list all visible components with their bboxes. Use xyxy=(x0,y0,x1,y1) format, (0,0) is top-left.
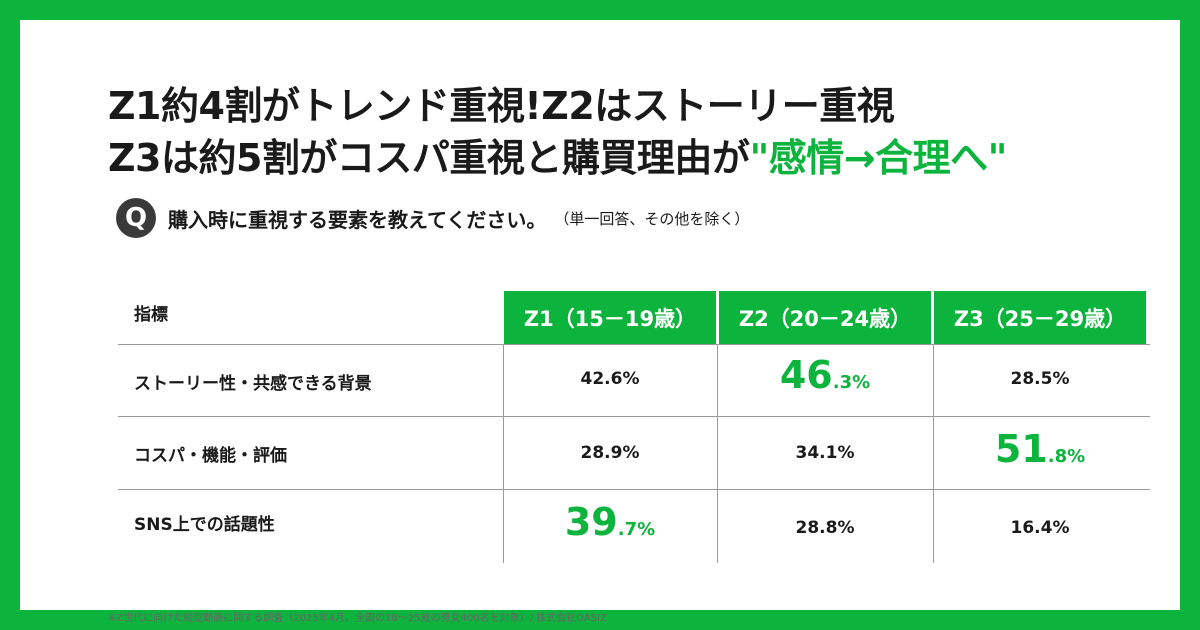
highlight-integer: 46 xyxy=(779,353,833,397)
highlight-integer: 39 xyxy=(564,500,618,544)
column-header-z2: Z2（20－24歳） xyxy=(719,291,931,345)
column-divider xyxy=(933,344,934,563)
row-label: SNS上での話題性 xyxy=(134,515,275,535)
table-row: ストーリー性・共感できる背景 42.6% 46.3% 28.5% xyxy=(118,344,1150,417)
highlight-integer: 51 xyxy=(994,427,1048,471)
table-row: コスパ・機能・評価 28.9% 34.1% 51.8% xyxy=(118,416,1150,490)
headline-line-2: Z3は約5割がコスパ重視と購買理由が"感情→合理へ" xyxy=(108,132,1007,184)
table-row: SNS上での話題性 39.7% 28.8% 16.4% xyxy=(118,489,1150,564)
cell-value-highlight: 39.7% xyxy=(504,500,716,544)
row-label: ストーリー性・共感できる背景 xyxy=(134,374,372,394)
cell-value: 42.6% xyxy=(580,369,640,389)
cell-value: 16.4% xyxy=(1010,518,1070,538)
q-badge-icon: Q xyxy=(116,198,156,238)
column-header-z3: Z3（25－29歳） xyxy=(934,291,1146,345)
row-label: コスパ・機能・評価 xyxy=(134,446,287,466)
headline-accent: "感情→合理へ" xyxy=(749,136,1007,180)
footnote: ※Z世代に向けた縦型動画に関する調査（2025年4月、全国の18～25歳の男女4… xyxy=(108,613,607,624)
cell-value: 34.1% xyxy=(795,443,855,463)
row-header-label: 指標 xyxy=(134,305,168,325)
cell-value: 28.9% xyxy=(580,443,640,463)
column-header-z1: Z1（15－19歳） xyxy=(504,291,716,345)
column-divider xyxy=(503,344,504,563)
highlight-fraction: .8% xyxy=(1047,446,1086,467)
cell-value: 28.8% xyxy=(795,518,855,538)
highlight-fraction: .3% xyxy=(832,372,871,393)
table-header-row: 指標 Z1（15－19歳） Z2（20－24歳） Z3（25－29歳） xyxy=(118,270,1150,345)
column-divider xyxy=(717,344,718,563)
question-note: （単一回答、その他を除く） xyxy=(554,209,750,228)
cell-value-highlight: 51.8% xyxy=(934,427,1146,471)
headline: Z1約4割がトレンド重視!Z2はストーリー重視 Z3は約5割がコスパ重視と購買理… xyxy=(108,80,1007,184)
cell-value-highlight: 46.3% xyxy=(719,353,931,397)
headline-line-1: Z1約4割がトレンド重視!Z2はストーリー重視 xyxy=(108,84,895,128)
cell-value: 28.5% xyxy=(1010,369,1070,389)
question-text: 購入時に重視する要素を教えてください。 xyxy=(168,207,547,232)
headline-line-2-text: Z3は約5割がコスパ重視と購買理由が xyxy=(108,136,750,180)
highlight-fraction: .7% xyxy=(617,519,656,540)
question: Q 購入時に重視する要素を教えてください。 （単一回答、その他を除く） xyxy=(116,198,749,238)
